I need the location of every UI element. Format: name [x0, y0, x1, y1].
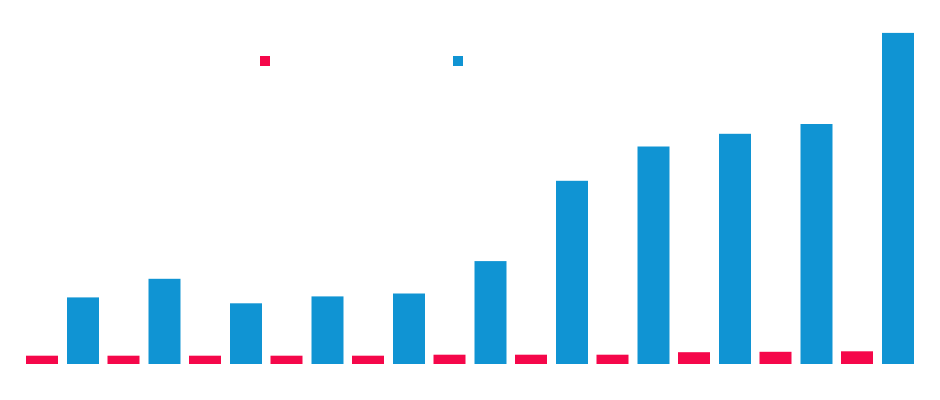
bar-series-1-item-7	[515, 354, 547, 364]
bar-series-1-item-2	[107, 355, 140, 364]
bar-series-1-item-3	[189, 355, 221, 364]
bar-series-2-item-8	[637, 146, 670, 364]
bar-series-1-item-8	[596, 354, 629, 364]
bars-layer	[26, 32, 914, 365]
legend-item-1	[260, 56, 270, 66]
bar-series-1-item-11	[841, 351, 873, 364]
bar-series-1-item-1	[26, 355, 58, 364]
legend-swatch-2	[453, 56, 463, 66]
bar-series-2-item-4	[311, 296, 344, 364]
bar-series-2-item-11	[882, 32, 914, 365]
bar-series-2-item-2	[148, 278, 181, 364]
bar-series-2-item-1	[67, 297, 99, 364]
bar-series-1-item-4	[270, 355, 303, 364]
bar-series-1-item-10	[759, 351, 792, 364]
bar-series-2-item-3	[230, 303, 262, 364]
bar-series-1-item-9	[678, 352, 710, 364]
bar-series-2-item-5	[393, 293, 425, 364]
bar-series-2-item-10	[800, 124, 833, 364]
legend	[260, 56, 463, 66]
bar-series-2-item-6	[474, 261, 507, 364]
legend-swatch-1	[260, 56, 270, 66]
bar-series-2-item-9	[719, 133, 751, 364]
bar-series-2-item-7	[556, 180, 588, 364]
bar-series-1-item-5	[352, 355, 384, 364]
legend-item-2	[453, 56, 463, 66]
bar-series-1-item-6	[433, 354, 466, 364]
